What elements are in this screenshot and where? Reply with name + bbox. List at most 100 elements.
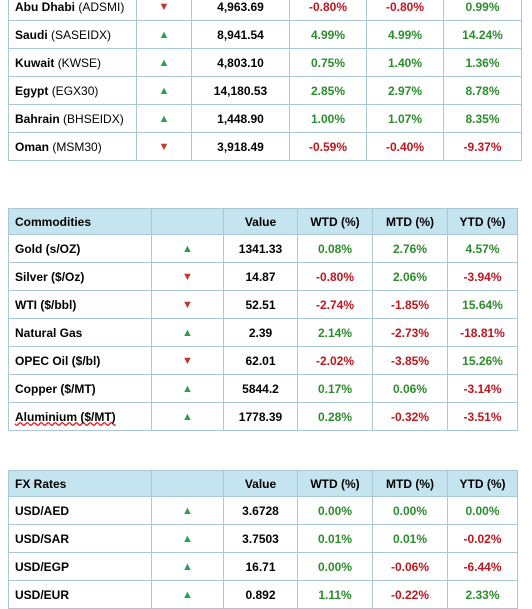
arrow-up-icon: ▲ xyxy=(136,48,192,77)
index-name: Kuwait xyxy=(15,55,55,70)
fx-row-ytd: 0.00% xyxy=(447,496,518,525)
commodities-row-value: 1778.39 xyxy=(223,402,298,431)
fx-row-value: 0.892 xyxy=(223,580,298,609)
arrow-down-icon: ▼ xyxy=(136,0,192,21)
indices-row-ytd: -9.37% xyxy=(443,132,522,161)
fx-row-wtd: 0.00% xyxy=(297,552,373,581)
indices-row-name: Abu Dhabi (ADSMI) xyxy=(8,0,137,21)
indices-row-value: 4,963.69 xyxy=(191,0,290,21)
commodities-name-text: Copper ($/MT) xyxy=(15,381,96,396)
indices-row-name: Oman (MSM30) xyxy=(8,132,137,161)
fx-name-text: USD/AED xyxy=(15,503,70,518)
indices-row-value: 14,180.53 xyxy=(191,76,290,105)
commodities-header-value: Value xyxy=(223,208,298,235)
fx-row-name: USD/EGP xyxy=(8,552,152,581)
indices-row-wtd: 0.75% xyxy=(289,48,367,77)
indices-row-wtd: 1.00% xyxy=(289,104,367,133)
commodities-row-ytd: -3.14% xyxy=(447,374,518,403)
arrow-up-icon: ▲ xyxy=(151,580,224,609)
commodities-row: Copper ($/MT) ▲ 5844.2 0.17% 0.06% -3.14% xyxy=(8,374,518,403)
commodities-table: Commodities Value WTD (%) MTD (%) YTD (%… xyxy=(8,208,518,431)
commodities-row-ytd: -3.51% xyxy=(447,402,518,431)
fx-row-name: USD/AED xyxy=(8,496,152,525)
indices-row-mtd: 4.99% xyxy=(366,20,444,49)
arrow-down-icon: ▼ xyxy=(151,262,224,291)
arrow-up-icon: ▲ xyxy=(151,318,224,347)
fx-rates-table: FX Rates Value WTD (%) MTD (%) YTD (%) U… xyxy=(8,470,518,609)
indices-row-name: Kuwait (KWSE) xyxy=(8,48,137,77)
commodities-row-wtd: -2.74% xyxy=(297,290,373,319)
commodities-row: Natural Gas ▲ 2.39 2.14% -2.73% -18.81% xyxy=(8,318,518,347)
commodities-row-mtd: 2.06% xyxy=(372,262,448,291)
commodities-row-wtd: 2.14% xyxy=(297,318,373,347)
commodities-header-row: Commodities Value WTD (%) MTD (%) YTD (%… xyxy=(8,208,518,235)
indices-row-name: Egypt (EGX30) xyxy=(8,76,137,105)
commodities-row-wtd: -2.02% xyxy=(297,346,373,375)
arrow-up-icon: ▲ xyxy=(151,234,224,263)
fx-row-ytd: -0.02% xyxy=(447,524,518,553)
indices-row: Saudi (SASEIDX) ▲ 8,941.54 4.99% 4.99% 14.24% xyxy=(8,20,522,49)
fx-row-name: USD/SAR xyxy=(8,524,152,553)
commodities-row-name: WTI ($/bbl) xyxy=(8,290,152,319)
index-code: (SASEIDX) xyxy=(51,27,112,42)
commodities-row-ytd: 4.57% xyxy=(447,234,518,263)
index-code: (BHSEIDX) xyxy=(63,111,124,126)
fx-row-value: 3.7503 xyxy=(223,524,298,553)
commodities-row-name: Natural Gas xyxy=(8,318,152,347)
commodities-name-text: Aluminium ($/MT) xyxy=(15,409,116,424)
commodities-row-wtd: 0.28% xyxy=(297,402,373,431)
fx-header-title: FX Rates xyxy=(8,470,152,497)
indices-row-ytd: 0.99% xyxy=(443,0,522,21)
commodities-row-name: Gold (s/OZ) xyxy=(8,234,152,263)
indices-row-ytd: 8.78% xyxy=(443,76,522,105)
indices-row-wtd: 4.99% xyxy=(289,20,367,49)
fx-header-row: FX Rates Value WTD (%) MTD (%) YTD (%) xyxy=(8,470,518,497)
commodities-row: Gold (s/OZ) ▲ 1341.33 0.08% 2.76% 4.57% xyxy=(8,234,518,263)
commodities-row-mtd: -2.73% xyxy=(372,318,448,347)
commodities-row-value: 14.87 xyxy=(223,262,298,291)
indices-row-mtd: -0.80% xyxy=(366,0,444,21)
indices-row-ytd: 14.24% xyxy=(443,20,522,49)
indices-row: Egypt (EGX30) ▲ 14,180.53 2.85% 2.97% 8.78% xyxy=(8,76,522,105)
arrow-up-icon: ▲ xyxy=(151,552,224,581)
fx-row-ytd: 2.33% xyxy=(447,580,518,609)
indices-table: Abu Dhabi (ADSMI) ▼ 4,963.69 -0.80% -0.80% 0.… xyxy=(8,0,522,161)
commodities-row-name: Silver ($/Oz) xyxy=(8,262,152,291)
commodities-row-name: Copper ($/MT) xyxy=(8,374,152,403)
indices-row: Abu Dhabi (ADSMI) ▼ 4,963.69 -0.80% -0.80% 0.… xyxy=(8,0,522,21)
commodities-row-ytd: -18.81% xyxy=(447,318,518,347)
indices-row: Oman (MSM30) ▼ 3,918.49 -0.59% -0.40% -9.37% xyxy=(8,132,522,161)
fx-header-value: Value xyxy=(223,470,298,497)
index-code: (EGX30) xyxy=(51,83,99,98)
indices-row-value: 3,918.49 xyxy=(191,132,290,161)
commodities-row-wtd: -0.80% xyxy=(297,262,373,291)
arrow-up-icon: ▲ xyxy=(136,76,192,105)
fx-row-wtd: 0.00% xyxy=(297,496,373,525)
fx-row: USD/AED ▲ 3.6728 0.00% 0.00% 0.00% xyxy=(8,496,518,525)
indices-row: Kuwait (KWSE) ▲ 4,803.10 0.75% 1.40% 1.36% xyxy=(8,48,522,77)
indices-row-mtd: 2.97% xyxy=(366,76,444,105)
indices-row-mtd: 1.40% xyxy=(366,48,444,77)
arrow-up-icon: ▲ xyxy=(151,524,224,553)
commodities-header-mtd: MTD (%) xyxy=(372,208,448,235)
commodities-header-arrow xyxy=(151,208,224,235)
fx-row-mtd: 0.00% xyxy=(372,496,448,525)
fx-row-mtd: -0.22% xyxy=(372,580,448,609)
commodities-header-title: Commodities xyxy=(8,208,152,235)
index-code: (KWSE) xyxy=(57,55,102,70)
index-code: (ADSMI) xyxy=(78,0,125,14)
commodities-name-text: OPEC Oil ($/bl) xyxy=(15,353,101,368)
index-code: (MSM30) xyxy=(52,139,102,154)
indices-row-ytd: 1.36% xyxy=(443,48,522,77)
arrow-up-icon: ▲ xyxy=(136,20,192,49)
commodities-row-name: OPEC Oil ($/bl) xyxy=(8,346,152,375)
fx-name-text: USD/EGP xyxy=(15,559,70,574)
arrow-up-icon: ▲ xyxy=(151,402,224,431)
fx-header-mtd: MTD (%) xyxy=(372,470,448,497)
indices-row-value: 4,803.10 xyxy=(191,48,290,77)
indices-row-mtd: -0.40% xyxy=(366,132,444,161)
commodities-row-value: 62.01 xyxy=(223,346,298,375)
commodities-row-wtd: 0.08% xyxy=(297,234,373,263)
index-name: Egypt xyxy=(15,83,49,98)
commodities-row-ytd: 15.26% xyxy=(447,346,518,375)
